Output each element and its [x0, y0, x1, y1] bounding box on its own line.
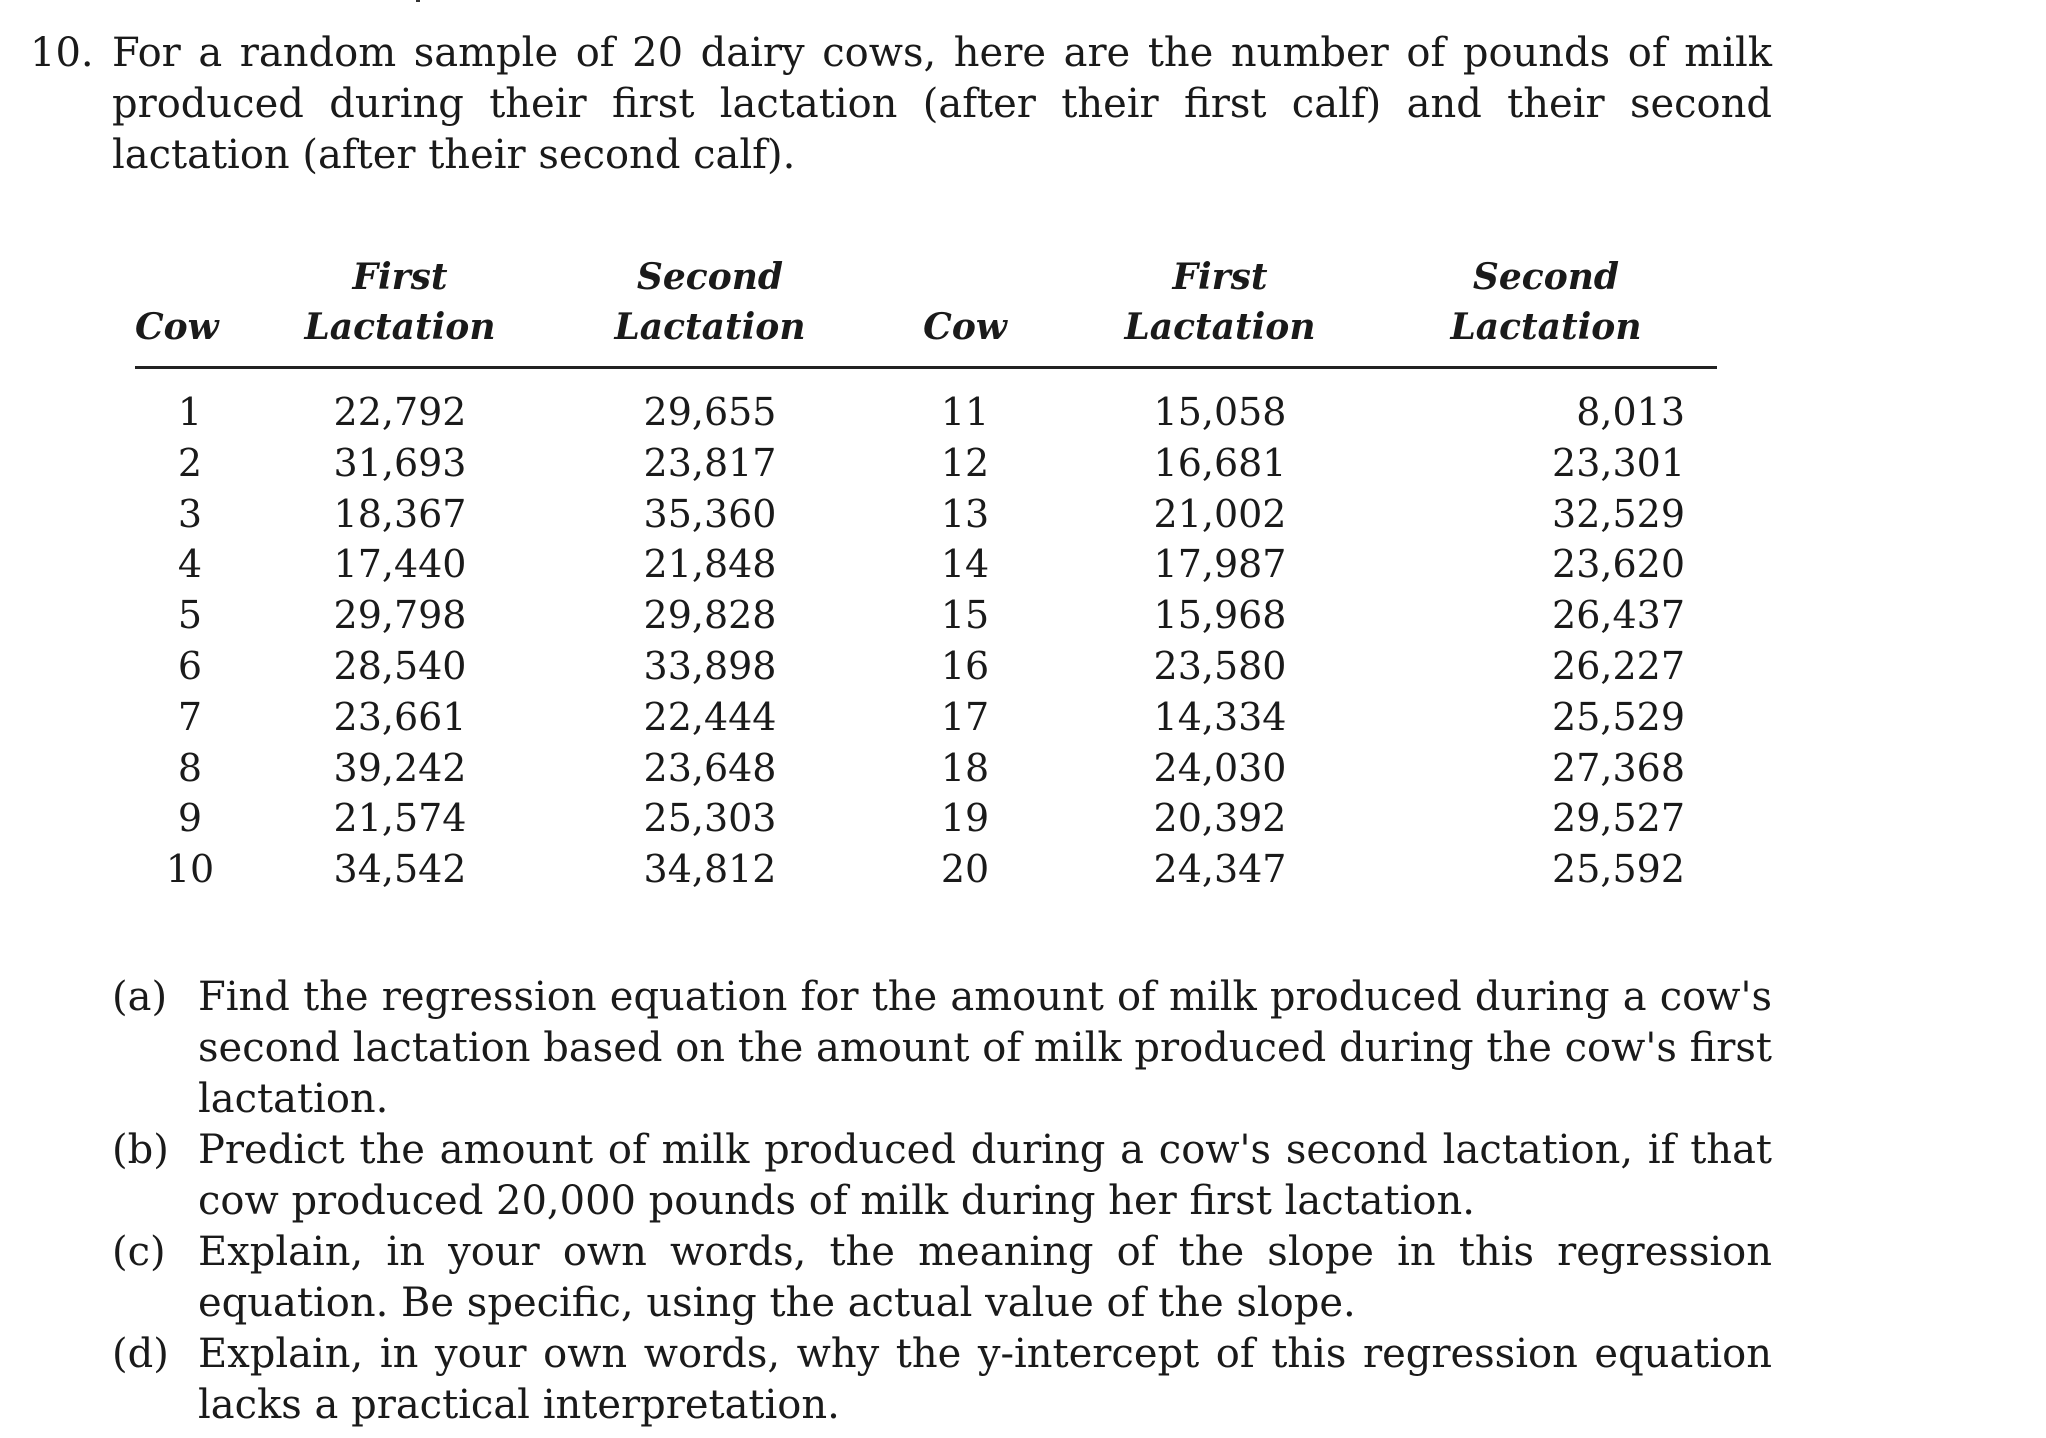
- first-lactation-value: 39,242: [333, 745, 467, 790]
- cow-number: 16: [940, 643, 990, 688]
- table-row: 2 31,693 23,817 12 16,681 23,301: [135, 438, 1717, 489]
- cow-number: 8: [177, 745, 203, 790]
- header-cow-right: Cow: [865, 252, 1065, 369]
- problem-number: 10.: [30, 30, 94, 76]
- second-lactation-value: 25,529: [1552, 694, 1685, 739]
- cow-number: 6: [177, 643, 203, 688]
- second-lactation-value: 33,898: [643, 643, 777, 688]
- second-lactation-value: 22,444: [643, 694, 777, 739]
- header-cow-left: Cow: [135, 252, 245, 369]
- first-lactation-value: 24,347: [1153, 847, 1287, 892]
- first-lactation-value: 29,798: [333, 593, 467, 638]
- cow-number: 7: [177, 694, 203, 739]
- part-label: (c): [112, 1229, 166, 1275]
- first-lactation-value: 31,693: [333, 440, 467, 485]
- second-lactation-value: 29,655: [643, 390, 777, 434]
- second-lactation-value: 25,592: [1552, 847, 1685, 892]
- table-row: 4 17,440 21,848 14 17,987 23,620: [135, 539, 1717, 590]
- problem-statement: For a random sample of 20 dairy cows, he…: [112, 30, 1772, 178]
- table-row: 3 18,367 35,360 13 21,002 32,529: [135, 489, 1717, 540]
- cow-number: 14: [940, 542, 990, 587]
- part-label: (a): [112, 974, 168, 1020]
- first-lactation-value: 14,334: [1153, 694, 1287, 739]
- table-row: 8 39,242 23,648 18 24,030 27,368: [135, 743, 1717, 794]
- cow-number: 11: [940, 390, 990, 434]
- first-lactation-value: 20,392: [1153, 796, 1287, 841]
- cow-number: 15: [940, 593, 990, 638]
- cow-number: 19: [940, 796, 990, 841]
- header-second-lactation-right: Second Lactation: [1375, 252, 1717, 369]
- header-second-lactation-left: Second Lactation: [555, 252, 865, 369]
- table-row: 9 21,574 25,303 19 20,392 29,527: [135, 793, 1717, 844]
- lactation-table: Cow First Lactation Second Lactation Cow F…: [135, 252, 1717, 895]
- cow-number: 12: [940, 440, 990, 485]
- first-lactation-value: 21,574: [333, 796, 467, 841]
- part-text: Explain, in your own words, why the y-in…: [198, 1331, 1772, 1428]
- second-lactation-value: 23,817: [643, 440, 777, 485]
- cow-number: 17: [940, 694, 990, 739]
- table-row: 1 22,792 29,655 11 15,058 8,013: [135, 368, 1717, 438]
- second-lactation-value: 23,620: [1552, 542, 1685, 587]
- first-lactation-value: 23,580: [1153, 643, 1287, 688]
- page-mark: [416, 0, 420, 2]
- cow-number: 20: [940, 847, 990, 892]
- second-lactation-value: 34,812: [643, 847, 777, 892]
- table-row: 5 29,798 29,828 15 15,968 26,437: [135, 590, 1717, 641]
- second-lactation-value: 23,301: [1552, 440, 1685, 485]
- second-lactation-value: 27,368: [1552, 745, 1685, 790]
- question-part-d: (d) Explain, in your own words, why the …: [112, 1329, 1772, 1431]
- first-lactation-value: 23,661: [333, 694, 467, 739]
- table-header-row: Cow First Lactation Second Lactation Cow F…: [135, 252, 1717, 369]
- second-lactation-value: 8,013: [1576, 390, 1685, 434]
- table-row: 10 34,542 34,812 20 24,347 25,592: [135, 844, 1717, 895]
- cow-number: 4: [177, 542, 203, 587]
- first-lactation-value: 16,681: [1153, 440, 1287, 485]
- second-lactation-value: 26,227: [1552, 643, 1685, 688]
- first-lactation-value: 24,030: [1153, 745, 1287, 790]
- cow-number: 10: [165, 847, 215, 892]
- first-lactation-value: 22,792: [333, 390, 467, 434]
- question-parts: (a) Find the regression equation for the…: [112, 972, 1772, 1431]
- second-lactation-value: 25,303: [643, 796, 777, 841]
- header-first-lactation-right: First Lactation: [1065, 252, 1375, 369]
- part-text: Explain, in your own words, the meaning …: [198, 1229, 1772, 1326]
- first-lactation-value: 21,002: [1153, 491, 1287, 536]
- first-lactation-value: 28,540: [333, 643, 467, 688]
- part-label: (d): [112, 1331, 169, 1377]
- first-lactation-value: 18,367: [333, 491, 467, 536]
- first-lactation-value: 15,058: [1153, 390, 1287, 434]
- cow-number: 9: [177, 796, 203, 841]
- second-lactation-value: 29,828: [643, 593, 777, 638]
- cow-number: 3: [177, 491, 203, 536]
- question-part-b: (b) Predict the amount of milk produced …: [112, 1125, 1772, 1227]
- cow-number: 5: [177, 593, 203, 638]
- part-label: (b): [112, 1127, 169, 1173]
- second-lactation-value: 35,360: [643, 491, 777, 536]
- part-text: Find the regression equation for the amo…: [198, 974, 1772, 1122]
- part-text: Predict the amount of milk produced duri…: [198, 1127, 1772, 1224]
- second-lactation-value: 23,648: [643, 745, 777, 790]
- cow-number: 2: [177, 440, 203, 485]
- table-row: 7 23,661 22,444 17 14,334 25,529: [135, 692, 1717, 743]
- second-lactation-value: 29,527: [1552, 796, 1685, 841]
- cow-number: 1: [177, 390, 203, 434]
- cow-number: 13: [940, 491, 990, 536]
- table-row: 6 28,540 33,898 16 23,580 26,227: [135, 641, 1717, 692]
- question-part-c: (c) Explain, in your own words, the mean…: [112, 1227, 1772, 1329]
- first-lactation-value: 17,440: [333, 542, 467, 587]
- second-lactation-value: 32,529: [1552, 491, 1685, 536]
- first-lactation-value: 15,968: [1153, 593, 1287, 638]
- question-part-a: (a) Find the regression equation for the…: [112, 972, 1772, 1125]
- second-lactation-value: 21,848: [643, 542, 777, 587]
- first-lactation-value: 17,987: [1153, 542, 1287, 587]
- second-lactation-value: 26,437: [1552, 593, 1685, 638]
- header-first-lactation-left: First Lactation: [245, 252, 555, 369]
- first-lactation-value: 34,542: [333, 847, 467, 892]
- cow-number: 18: [940, 745, 990, 790]
